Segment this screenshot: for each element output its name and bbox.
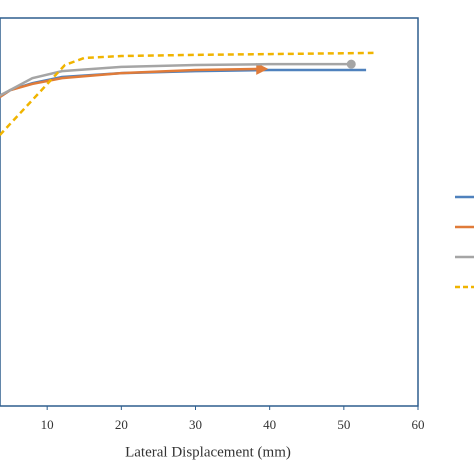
x-tick-label: 30 [189,417,202,432]
series-line [0,62,352,97]
x-tick-label: 20 [115,417,128,432]
plot-frame [0,17,419,407]
x-tick-label: 60 [412,417,425,432]
x-tick-label: 40 [263,417,276,432]
x-tick-label: 50 [337,417,350,432]
end-marker [256,62,269,75]
x-tick-label: 10 [41,417,54,432]
series-line [0,67,263,99]
series-line [0,51,374,137]
end-marker [346,59,356,69]
x-axis-title: Lateral Displacement (mm) [125,444,291,460]
